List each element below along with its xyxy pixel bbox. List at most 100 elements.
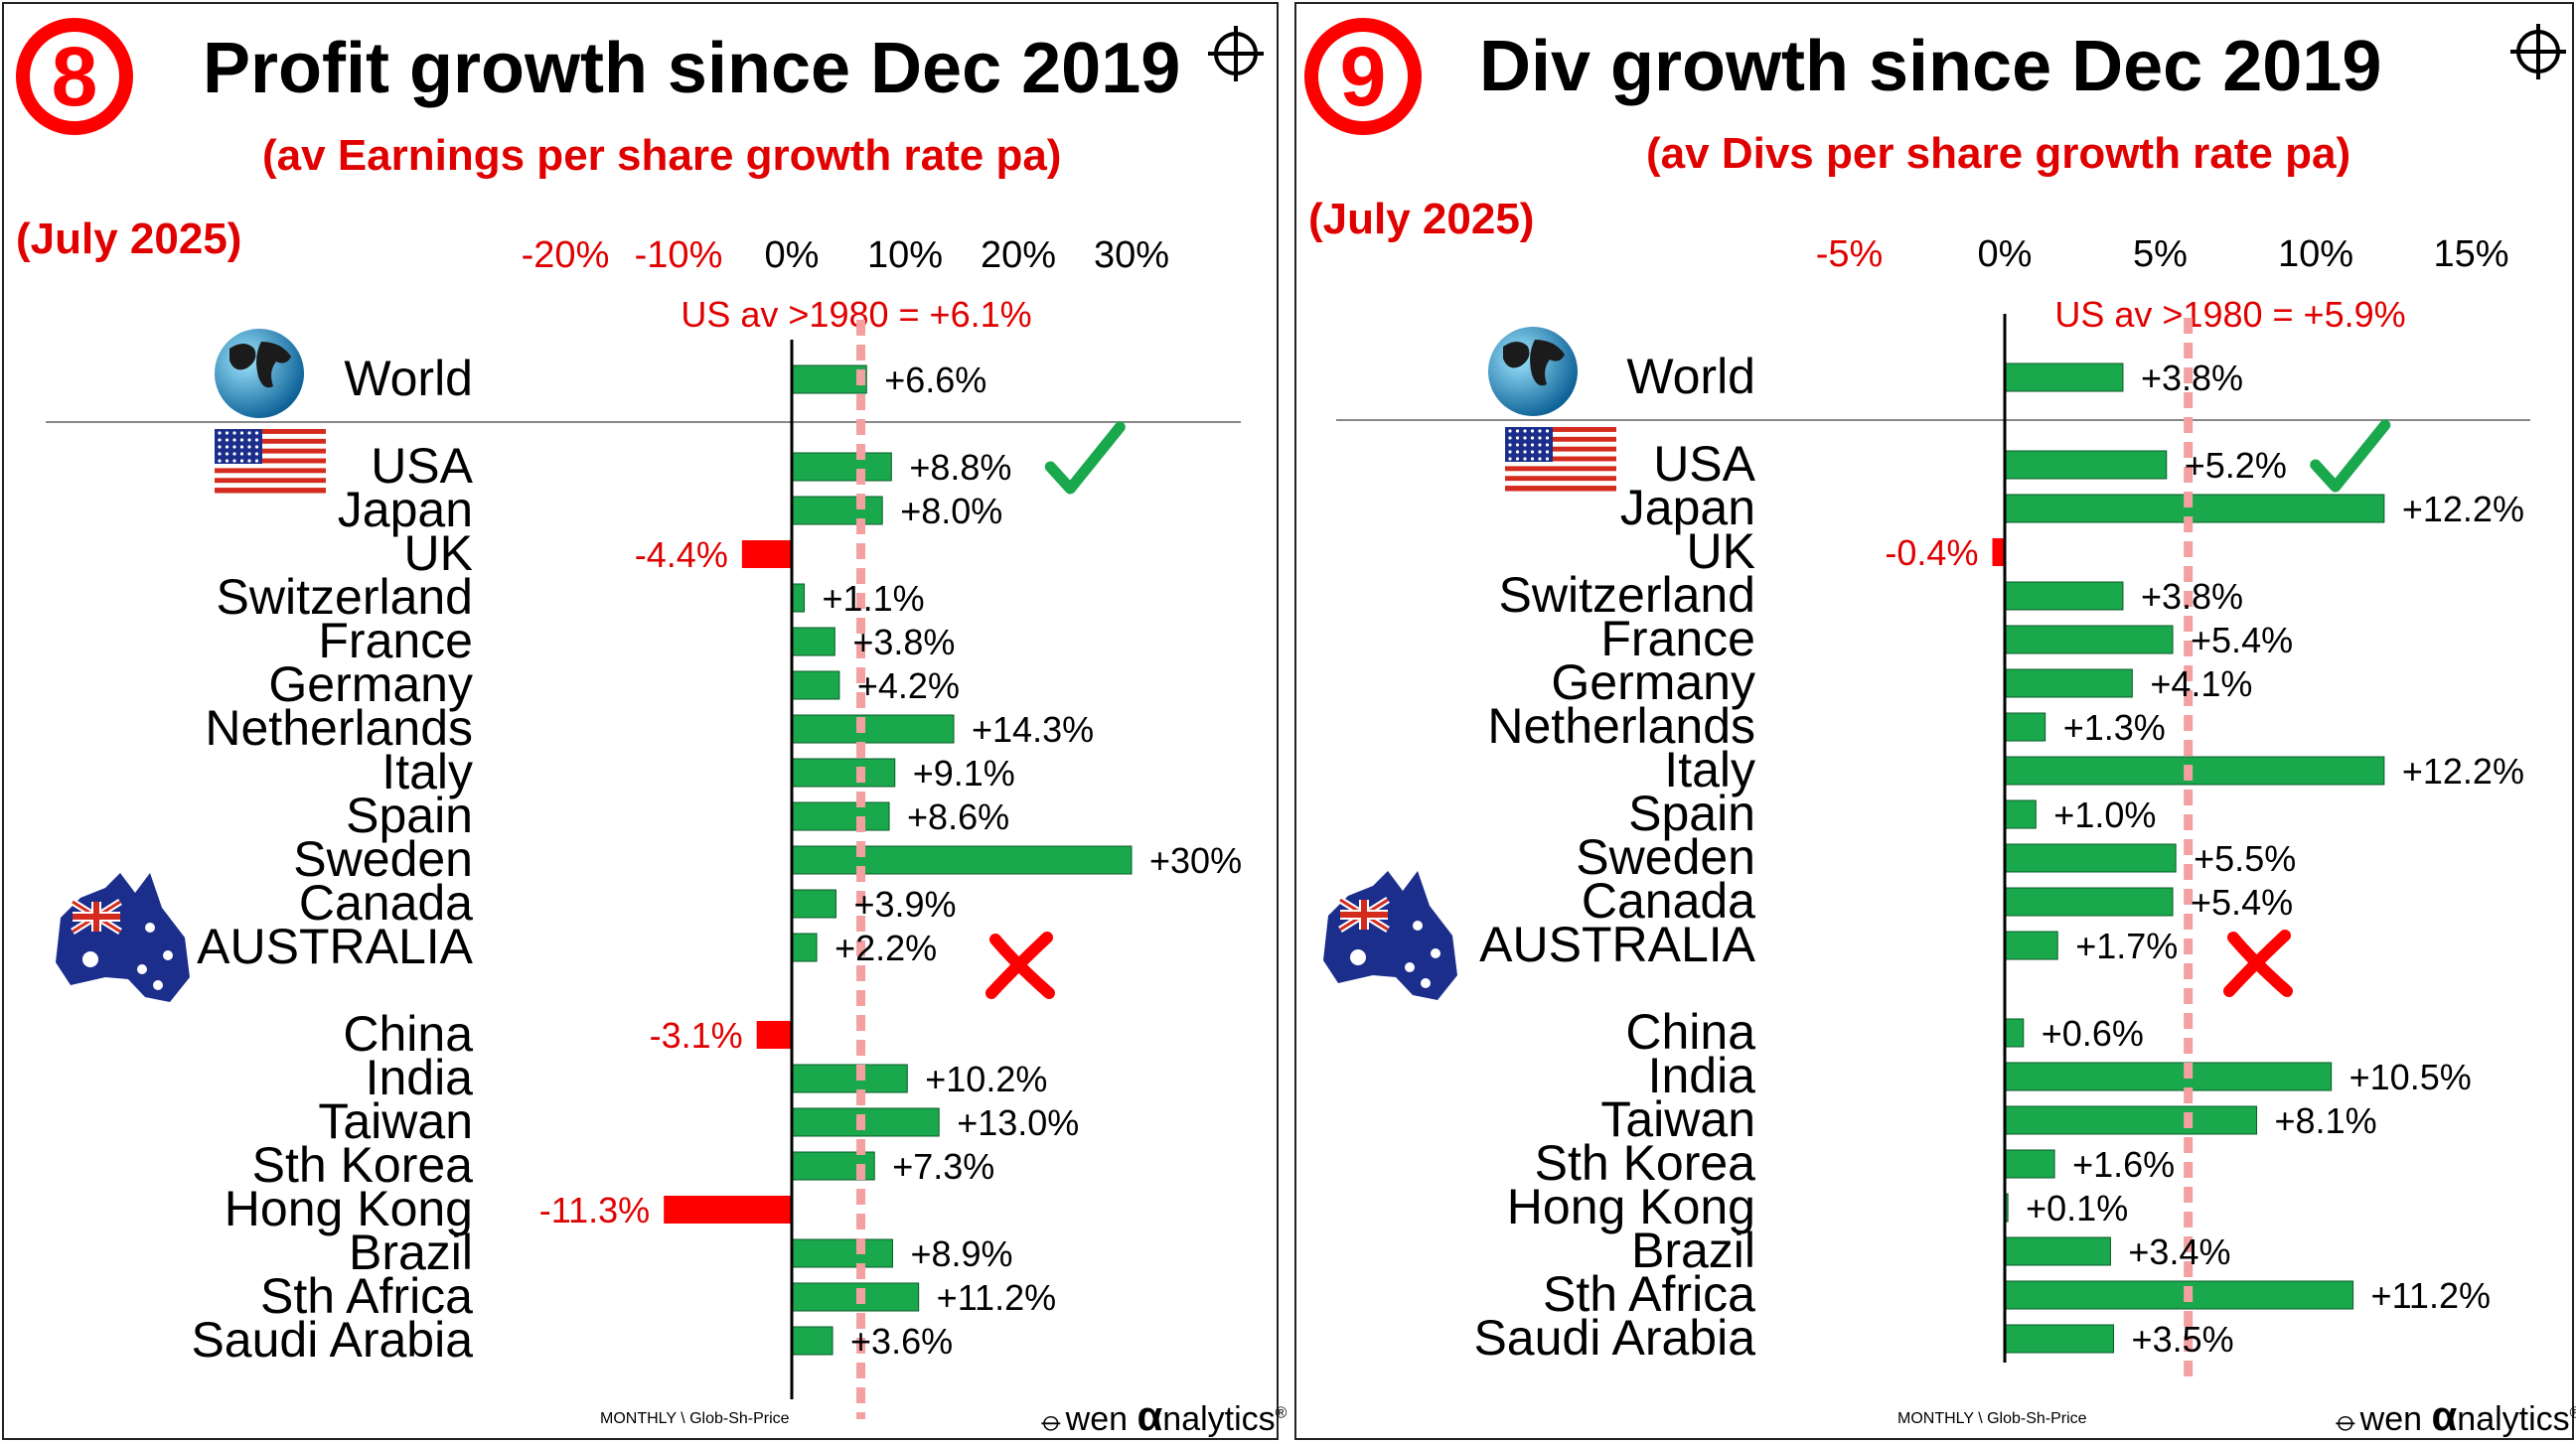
value-label-sweden: +30%: [1149, 840, 1242, 881]
tick-label: -10%: [635, 234, 723, 276]
cross-mark-icon: [985, 932, 1055, 999]
value-label-australia: +1.7%: [2075, 926, 2178, 966]
profit-growth-panel: 8 Profit growth since Dec 2019 (av Earni…: [2, 2, 1287, 1440]
category-label-sth-africa: Sth Africa: [260, 1268, 473, 1324]
bar-world: [791, 364, 867, 394]
bar-australia: [791, 933, 818, 962]
value-label-sth-africa: +11.2%: [2371, 1275, 2491, 1316]
value-label-saudi-arabia: +3.6%: [850, 1321, 953, 1362]
tick-label: 10%: [867, 234, 943, 276]
value-label-italy: +9.1%: [913, 753, 1015, 794]
category-label-france: France: [1600, 611, 1755, 666]
value-label-brazil: +8.9%: [910, 1233, 1012, 1274]
bar-china: [2004, 1018, 2025, 1048]
category-label-world: World: [1626, 349, 1755, 404]
chart-title: Div growth since Dec 2019: [1479, 27, 2382, 106]
category-label-china: China: [343, 1006, 473, 1062]
category-label-switzerland: Switzerland: [217, 569, 473, 625]
bar-hong-kong: [664, 1196, 792, 1224]
australia-flag-map-icon: [1323, 871, 1457, 1000]
tick-label: -5%: [1816, 233, 1884, 275]
category-label-taiwan: Taiwan: [318, 1093, 473, 1149]
bar-brazil: [791, 1238, 893, 1268]
value-label-taiwan: +8.1%: [2275, 1100, 2377, 1141]
bar-sweden: [2004, 843, 2177, 873]
footer-source: MONTHLY \ Glob-Sh-Price: [1897, 1410, 2087, 1427]
check-mark-icon: [2310, 419, 2391, 493]
tick-label: 10%: [2278, 233, 2353, 275]
value-label-china: +0.6%: [2042, 1013, 2144, 1054]
category-label-sth-korea: Sth Korea: [252, 1137, 474, 1193]
value-label-canada: +3.9%: [853, 884, 956, 925]
value-label-australia: +2.2%: [834, 928, 937, 968]
div-growth-bar-chart: -5% 0% 5% 10% 15% US av >1980 = +5.9% World +3.…: [1323, 233, 2530, 1382]
value-label-uk: -0.4%: [1885, 532, 1978, 573]
value-label-japan: +8.0%: [900, 491, 1002, 531]
usa-flag-icon: [215, 429, 326, 494]
bar-sth-africa: [791, 1282, 920, 1312]
tick-label: -20%: [522, 234, 610, 276]
value-label-germany: +4.1%: [2150, 663, 2252, 704]
bar-uk: [741, 540, 792, 568]
category-label-india: India: [366, 1050, 474, 1105]
value-label-hong-kong: +0.1%: [2026, 1188, 2128, 1228]
category-label-switzerland: Switzerland: [1499, 567, 1755, 623]
value-label-uk: -4.4%: [635, 534, 728, 575]
value-label-france: +3.8%: [852, 622, 955, 662]
category-label-germany: Germany: [268, 656, 473, 712]
bar-spain: [791, 801, 890, 831]
value-label-hong-kong: -11.3%: [539, 1190, 650, 1230]
bar-japan: [2004, 494, 2385, 523]
value-label-canada: +5.4%: [2191, 882, 2293, 923]
chart-date: (July 2025): [16, 215, 242, 263]
bar-india: [791, 1064, 908, 1093]
profit-growth-bar-chart: -20% -10% 0% 10% 20% 30% US av >1980 = +6.1% Wo…: [46, 234, 1242, 1419]
value-label-spain: +8.6%: [907, 796, 1009, 837]
value-label-india: +10.2%: [925, 1059, 1047, 1099]
crosshair-icon: [2510, 24, 2566, 79]
bar-netherlands: [2004, 712, 2046, 742]
tick-label: 0%: [1978, 233, 2033, 275]
category-label-sth-korea: Sth Korea: [1535, 1135, 1756, 1191]
chart-date: (July 2025): [1308, 195, 1535, 243]
bar-canada: [791, 889, 836, 919]
category-label-france: France: [318, 613, 473, 668]
value-label-spain: +1.0%: [2053, 794, 2156, 835]
bar-taiwan: [791, 1107, 940, 1137]
category-label-usa: USA: [1653, 436, 1755, 492]
category-label-saudi-arabia: Saudi Arabia: [191, 1312, 473, 1368]
value-label-sth-korea: +1.6%: [2072, 1144, 2175, 1185]
world-globe-icon: [1488, 327, 1578, 416]
value-label-germany: +4.2%: [857, 665, 960, 706]
category-label-netherlands: Netherlands: [205, 700, 473, 756]
bar-taiwan: [2004, 1105, 2258, 1135]
category-label-hong-kong: Hong Kong: [225, 1181, 473, 1236]
category-label-usa: USA: [371, 438, 473, 494]
chart-subtitle: (av Earnings per share growth rate pa): [262, 131, 1062, 180]
bar-germany: [791, 670, 840, 700]
bar-germany: [2004, 668, 2133, 698]
bar-switzerland: [791, 583, 806, 613]
category-label-brazil: Brazil: [349, 1225, 473, 1280]
value-label-saudi-arabia: +3.5%: [2132, 1319, 2234, 1360]
tick-label: 30%: [1094, 234, 1169, 276]
bar-canada: [2004, 887, 2174, 917]
value-label-usa: +8.8%: [909, 447, 1011, 488]
value-label-france: +5.4%: [2191, 620, 2293, 660]
bar-brazil: [2004, 1236, 2111, 1266]
bar-world: [2004, 362, 2124, 392]
category-label-sweden: Sweden: [1576, 829, 1755, 885]
bar-sweden: [791, 845, 1133, 875]
bar-china: [756, 1021, 792, 1049]
value-label-switzerland: +1.1%: [823, 578, 925, 619]
bar-australia: [2004, 931, 2058, 960]
bar-switzerland: [2004, 581, 2124, 611]
bar-netherlands: [791, 714, 955, 744]
category-label-netherlands: Netherlands: [1487, 698, 1755, 754]
brand-o-icon: ⦵: [2332, 1400, 2360, 1438]
category-label-india: India: [1648, 1048, 1756, 1103]
value-label-usa: +5.2%: [2185, 445, 2287, 486]
value-label-world: +3.8%: [2141, 358, 2243, 398]
category-label-spain: Spain: [1628, 786, 1755, 841]
value-label-switzerland: +3.8%: [2141, 576, 2243, 617]
